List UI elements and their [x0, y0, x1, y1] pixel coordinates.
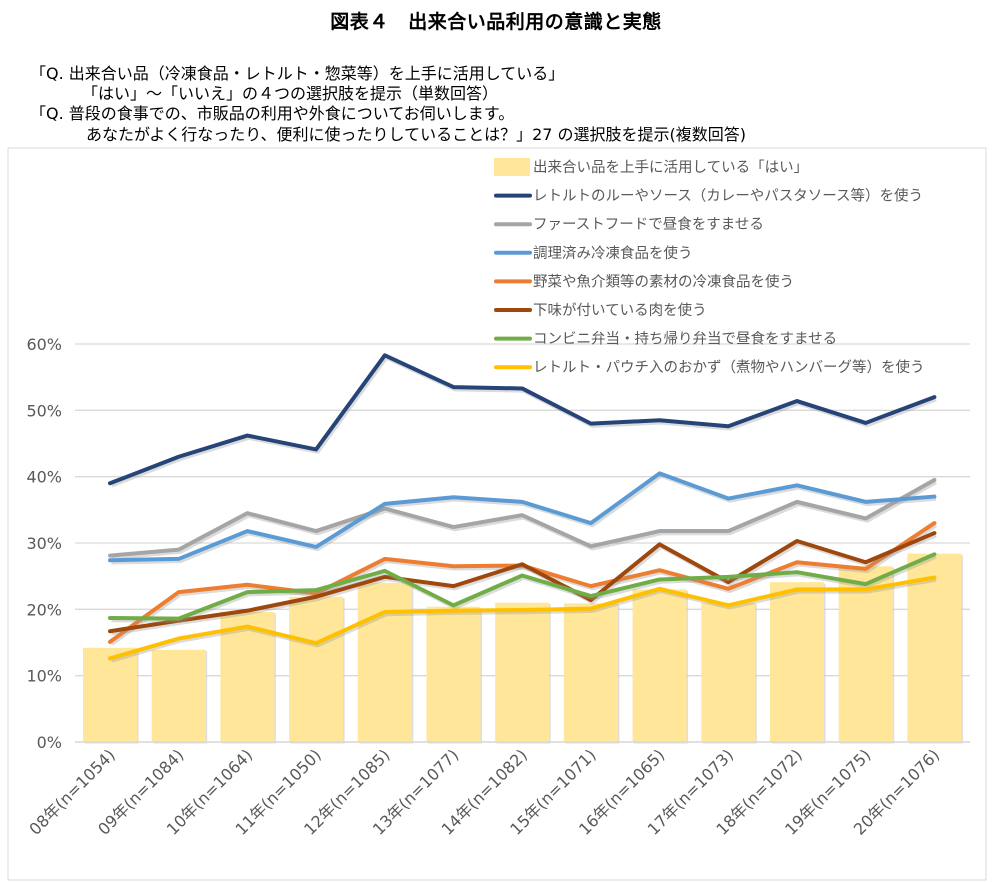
bar — [495, 602, 550, 742]
bar — [907, 553, 962, 742]
bar — [289, 596, 344, 742]
bar — [632, 589, 687, 742]
question-2: 「Q. 普段の食事での、市販品の利用や外食についてお伺いします。 — [30, 104, 515, 123]
bar — [838, 566, 893, 742]
y-tick-label: 60% — [26, 335, 62, 354]
legend-label: 出来合い品を上手に活用している「はい」 — [533, 159, 808, 176]
legend-label: 下味が付いている肉を使う — [533, 302, 707, 319]
legend-label: 調理済み冷凍食品を使う — [533, 245, 693, 262]
bar — [426, 606, 481, 742]
series-line — [108, 575, 937, 661]
bar — [220, 611, 275, 742]
legend-label: 野菜や魚介類等の素材の冷凍食品を使う — [533, 272, 794, 290]
bar — [770, 582, 824, 742]
series-line — [108, 353, 937, 486]
y-tick-label: 40% — [26, 468, 62, 487]
bar — [83, 647, 137, 742]
question-1-note: 「はい」～「いいえ」の４つの選択肢を提示（単数回答） — [82, 84, 499, 103]
question-2-cont: あなたがよく行なったり、便利に使ったりしていることは？」27 の選択肢を提示(複… — [86, 125, 747, 144]
series-line — [108, 531, 937, 634]
bar — [701, 602, 756, 742]
bar — [151, 649, 206, 742]
bar — [563, 603, 618, 742]
series-line — [108, 552, 937, 621]
series-line — [108, 477, 937, 558]
legend-label: コンビニ弁当・持ち帰り弁当で昼食をすませる — [533, 330, 837, 348]
legend-label: ファーストフードで昼食をすませる — [533, 216, 764, 233]
legend-label: レトルト・パウチ入のおかず（煮物やハンバーグ等）を使う — [533, 358, 925, 376]
legend-label: レトルトのルーやソース（カレーやパスタソース等）を使う — [533, 187, 923, 205]
y-tick-label: 0% — [37, 733, 62, 752]
question-1: 「Q. 出来合い品（冷凍食品・レトルト・惣菜等）を上手に活用している」 — [30, 64, 565, 83]
y-tick-label: 10% — [26, 667, 62, 686]
bar — [357, 582, 412, 742]
figure-title: 図表４ 出来合い品利用の意識と実態 — [330, 11, 662, 33]
legend-swatch-bar — [494, 158, 530, 176]
chart-frame — [7, 147, 987, 881]
series-line — [108, 471, 937, 563]
y-tick-label: 30% — [26, 534, 62, 553]
y-tick-label: 20% — [26, 600, 62, 619]
y-tick-label: 50% — [26, 401, 62, 420]
